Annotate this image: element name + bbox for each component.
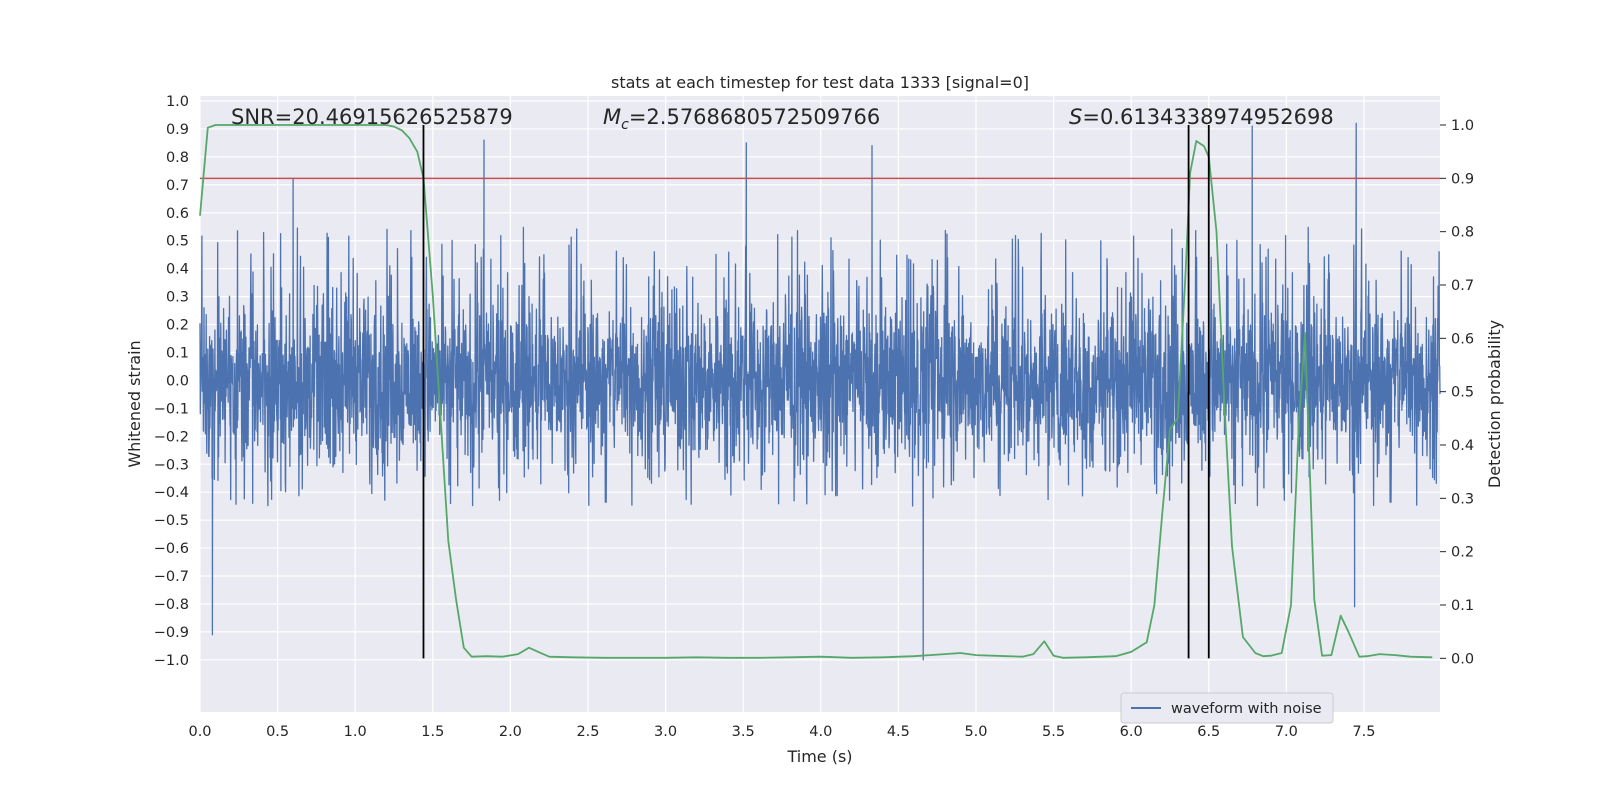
y-left-tick-label: −0.6 [154,541,189,557]
y-left-tick-label: 0.4 [166,262,189,278]
y-left-tick-label: −0.9 [154,625,189,641]
x-tick-label: 1.0 [344,724,367,740]
y-left-tick-label: 0.1 [166,345,189,361]
waveform-line [199,122,1441,661]
y-left-tick-label: −0.2 [154,429,189,445]
y-right-tick-label: 0.9 [1451,171,1474,187]
y-right-tick-label: 0.3 [1451,491,1474,507]
y-right-tick-label: 0.1 [1451,598,1474,614]
y-right-tick-label: 1.0 [1451,118,1474,134]
snr-annotation: SNR=20.46915626525879 [231,105,513,129]
y-right-tick-label: 0.7 [1451,278,1474,294]
y-left-tick-label: −1.0 [154,653,189,669]
y-right-tick-label: 0.8 [1451,225,1474,241]
y-right-tick-label: 0.2 [1451,545,1474,561]
s-symbol: S [1069,105,1082,129]
y-left-axis-title: Whitened strain [125,340,144,467]
x-tick-label: 2.0 [499,724,522,740]
s-value: =0.6134338974952698 [1082,105,1333,129]
strain-layer [199,122,1441,661]
x-tick-label: 6.5 [1197,724,1220,740]
y-left-tick-label: −0.5 [154,513,189,529]
chirp-mass-symbol: M [603,105,621,129]
chirp-mass-annotation: Mc=2.5768680572509766 [603,105,880,133]
overlay-layer [199,124,1440,659]
s-annotation: S=0.6134338974952698 [1069,105,1334,129]
y-left-tick-label: 0.0 [166,373,189,389]
y-left-tick-label: 0.8 [166,150,189,166]
y-left-tick-label: −0.4 [154,485,189,501]
y-right-tick-label: 0.6 [1451,331,1474,347]
y-left-tick-label: 0.9 [166,122,189,138]
y-left-tick-label: −0.7 [154,569,189,585]
detection-probability-line [199,124,1433,659]
chirp-mass-value: =2.5768680572509766 [629,105,880,129]
x-tick-label: 2.5 [576,724,599,740]
y-right-tick-label: 0.4 [1451,438,1474,454]
x-tick-label: 5.5 [1042,724,1065,740]
y-right-axis-title: Detection probability [1485,320,1504,488]
y-right-tick-label: 0.5 [1451,385,1474,401]
x-tick-label: 4.0 [809,724,832,740]
x-axis-title: Time (s) [786,747,852,766]
y-left-tick-label: 0.7 [166,178,189,194]
y-left-tick-label: 1.0 [166,94,189,110]
x-tick-label: 0.5 [266,724,289,740]
y-left-tick-label: −0.3 [154,457,189,473]
y-right-tick-label: 0.0 [1451,651,1474,667]
tick-layer: 0.0 0.5 1.0 1.5 2.0 2.5 3.0 3.5 4.0 4.5 5.0 5.5 6.0 6… [154,94,1474,740]
x-tick-label: 5.0 [964,724,987,740]
chart-title: stats at each timestep for test data 133… [611,73,1029,92]
y-left-tick-label: 0.5 [166,234,189,250]
x-tick-label: 6.0 [1120,724,1143,740]
x-tick-label: 0.0 [188,724,211,740]
y-left-tick-label: 0.6 [166,206,189,222]
legend: waveform with noise [1120,692,1334,724]
x-tick-label: 4.5 [887,724,910,740]
x-tick-label: 3.5 [732,724,755,740]
legend-label-waveform: waveform with noise [1171,701,1322,717]
y-left-tick-label: 0.2 [166,318,189,334]
y-left-tick-label: −0.1 [154,401,189,417]
y-left-tick-label: 0.3 [166,290,189,306]
x-tick-label: 1.5 [421,724,444,740]
x-tick-label: 7.5 [1352,724,1375,740]
chirp-mass-subscript: c [621,117,629,133]
x-tick-label: 3.0 [654,724,677,740]
legend-box [1120,692,1334,724]
x-tick-label: 7.0 [1275,724,1298,740]
y-left-tick-label: −0.8 [154,597,189,613]
